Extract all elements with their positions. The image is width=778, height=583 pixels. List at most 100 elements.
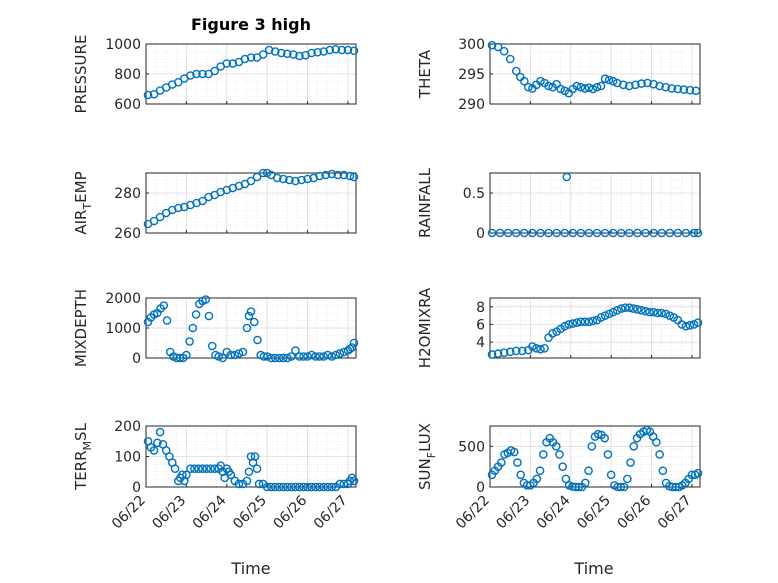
data-point: [612, 78, 622, 88]
xlabel-left: Time: [230, 559, 270, 578]
data-point: [631, 80, 640, 90]
panel-2: 290 295 300 THETA: [416, 37, 701, 113]
data-point: [584, 83, 594, 93]
data-point: [240, 54, 250, 64]
panel-7: 0 100 200 06/22 06/23 06/24 06/25 06/26 06/27 TER…: [72, 419, 359, 532]
axes-frame: [145, 172, 357, 234]
data-point: [689, 320, 699, 329]
y-tick-label: 1000: [105, 37, 141, 53]
y-tick-label: 0.5: [463, 186, 485, 202]
data-point: [279, 482, 288, 492]
data-point: [182, 470, 191, 480]
data-point: [518, 346, 527, 356]
data-point: [153, 438, 162, 448]
y-tick-label: 260: [114, 226, 141, 242]
y-axis-label: RAINFALL: [416, 167, 434, 238]
data-point: [544, 333, 553, 343]
data-point: [244, 467, 254, 477]
data-point: [667, 84, 677, 93]
data-point: [511, 66, 521, 76]
x-tick-label: 06/22: [453, 493, 493, 533]
data-point: [551, 442, 561, 451]
data-point: [283, 49, 292, 59]
x-tick-label: 06/23: [493, 493, 533, 533]
data-point: [303, 174, 312, 184]
data-point: [349, 46, 359, 56]
panel-4: 0 0.5 RAINFALL: [416, 167, 703, 242]
data-point: [657, 228, 666, 238]
data-point: [558, 462, 567, 471]
data-point: [313, 47, 322, 57]
data-point: [580, 317, 590, 327]
data-point: [218, 353, 228, 363]
data-point: [606, 470, 616, 480]
data-point: [668, 482, 677, 492]
x-tick-label: 06/25: [574, 493, 614, 533]
y-tick-label: 0: [476, 226, 485, 242]
data-point: [262, 352, 272, 361]
data-point: [238, 347, 248, 357]
data-point: [182, 350, 191, 360]
data-point: [331, 350, 341, 360]
data-point: [295, 352, 304, 361]
data-point: [623, 474, 632, 484]
data-point: [499, 348, 509, 358]
data-point: [295, 51, 304, 61]
y-axis-label: SUNFLUX: [416, 423, 438, 490]
data-point: [625, 303, 634, 313]
data-point: [562, 172, 572, 182]
data-point: [303, 482, 312, 492]
data-point: [524, 82, 533, 92]
data-point: [345, 171, 355, 181]
data-point: [693, 318, 703, 328]
data-point: [613, 482, 622, 492]
data-point: [493, 349, 503, 358]
data-point: [343, 45, 353, 55]
data-point: [637, 306, 646, 315]
data-point: [295, 482, 304, 492]
data-point: [276, 48, 286, 58]
axes-frame: [489, 297, 701, 359]
data-point: [540, 343, 549, 353]
data-point: [487, 228, 497, 238]
axes-frame: [145, 297, 357, 359]
data-point: [511, 228, 521, 238]
y-tick-label: 4: [476, 335, 485, 351]
data-point: [612, 306, 622, 315]
data-point: [283, 353, 292, 363]
data-point: [315, 171, 324, 181]
x-tick-label: 06/27: [655, 493, 695, 533]
data-point: [532, 343, 541, 353]
data-point: [645, 307, 654, 317]
data-point: [629, 304, 638, 313]
data-point: [315, 352, 324, 361]
data-point: [503, 228, 513, 238]
data-point: [274, 353, 284, 363]
data-point: [262, 168, 272, 178]
data-point: [174, 203, 183, 213]
data-point: [588, 84, 598, 94]
data-point: [497, 458, 506, 467]
data-point: [649, 228, 658, 238]
data-point: [339, 170, 349, 180]
data-point: [170, 464, 180, 474]
y-axis-label: PRESSURE: [72, 35, 90, 114]
data-point: [625, 81, 634, 91]
data-point: [568, 228, 578, 238]
data-point: [620, 303, 630, 313]
data-point: [143, 90, 153, 100]
data-point: [574, 482, 584, 492]
data-point: [685, 321, 695, 330]
data-point: [616, 482, 626, 492]
data-point: [511, 346, 521, 356]
data-point: [649, 79, 658, 89]
data-point: [307, 482, 316, 492]
data-point: [327, 482, 337, 492]
y-axis-label: H2OMIXRA: [416, 287, 434, 368]
data-point: [677, 320, 687, 329]
data-point: [303, 352, 312, 361]
axes-frame: [489, 425, 701, 488]
data-point: [327, 169, 337, 179]
data-point: [204, 311, 214, 321]
